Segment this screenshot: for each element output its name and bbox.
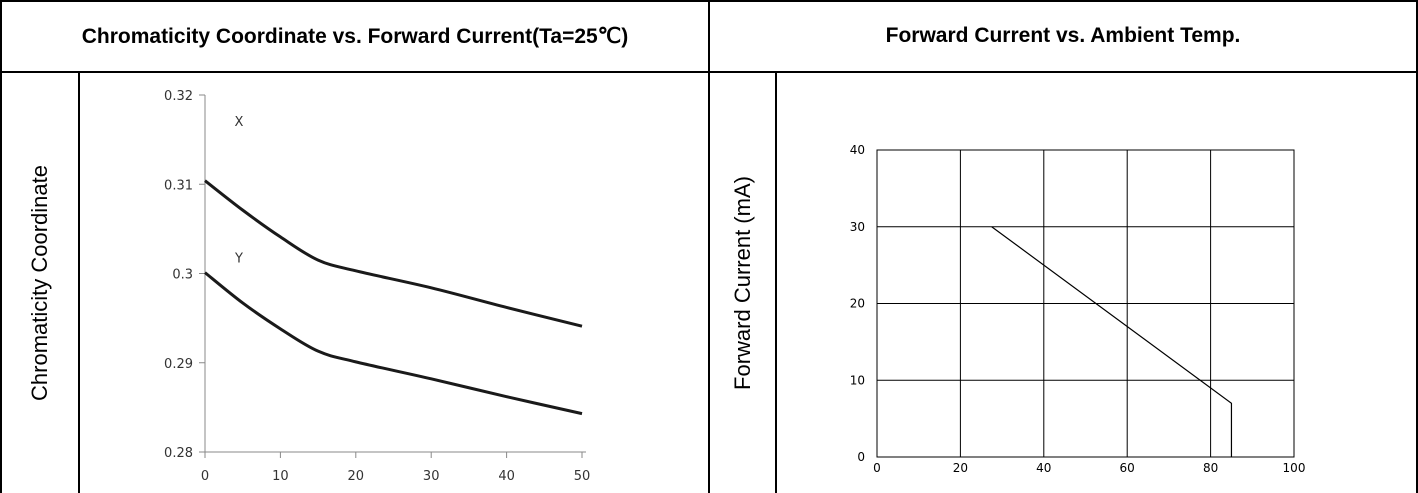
x-tick-label: 20	[953, 461, 968, 475]
x-tick-label: 30	[423, 469, 440, 484]
y-tick-label: 0	[857, 450, 865, 464]
series-label-x: X	[234, 115, 243, 130]
y-tick-label: 20	[850, 297, 865, 311]
x-tick-label: 20	[348, 469, 365, 484]
y-tick-label: 30	[850, 220, 865, 234]
x-tick-label: 40	[1036, 461, 1051, 475]
x-tick-label: 0	[201, 469, 209, 484]
x-tick-label: 50	[574, 469, 591, 484]
y-tick-label: 0.32	[164, 89, 193, 104]
right-ylabel-divider	[775, 72, 777, 493]
y-tick-label: 0.29	[164, 357, 193, 372]
y-tick-label: 0.31	[164, 178, 193, 193]
series-label-y: Y	[234, 251, 243, 266]
border-left	[0, 0, 2, 493]
x-tick-label: 0	[873, 461, 881, 475]
forward-current-chart: 0 20 40 60 80 100 0 10 20 30 40	[850, 143, 1306, 475]
chromaticity-chart: 0.28 0.29 0.3 0.31 0.32 0 10 20 30 40 50 X Y	[164, 89, 591, 484]
x-tick-label: 40	[498, 469, 515, 484]
series-line-x	[204, 179, 583, 328]
y-tick-label: 10	[850, 373, 865, 387]
border-right	[1416, 0, 1418, 493]
x-tick-label: 100	[1283, 461, 1306, 475]
right-panel-title: Forward Current vs. Ambient Temp.	[885, 24, 1241, 47]
derating-curve	[991, 226, 1233, 457]
series-line-y	[204, 271, 583, 416]
x-tick-label: 60	[1120, 461, 1135, 475]
x-tick-label: 10	[272, 469, 289, 484]
y-tick-label: 0.3	[172, 268, 193, 283]
y-tick-label: 40	[850, 143, 865, 157]
left-ylabel-divider	[78, 72, 80, 493]
y-tick-label: 0.28	[164, 446, 193, 461]
panel-divider	[708, 0, 710, 493]
x-tick-label: 80	[1203, 461, 1218, 475]
left-panel-title: Chromaticity Coordinate vs. Forward Curr…	[81, 24, 629, 48]
